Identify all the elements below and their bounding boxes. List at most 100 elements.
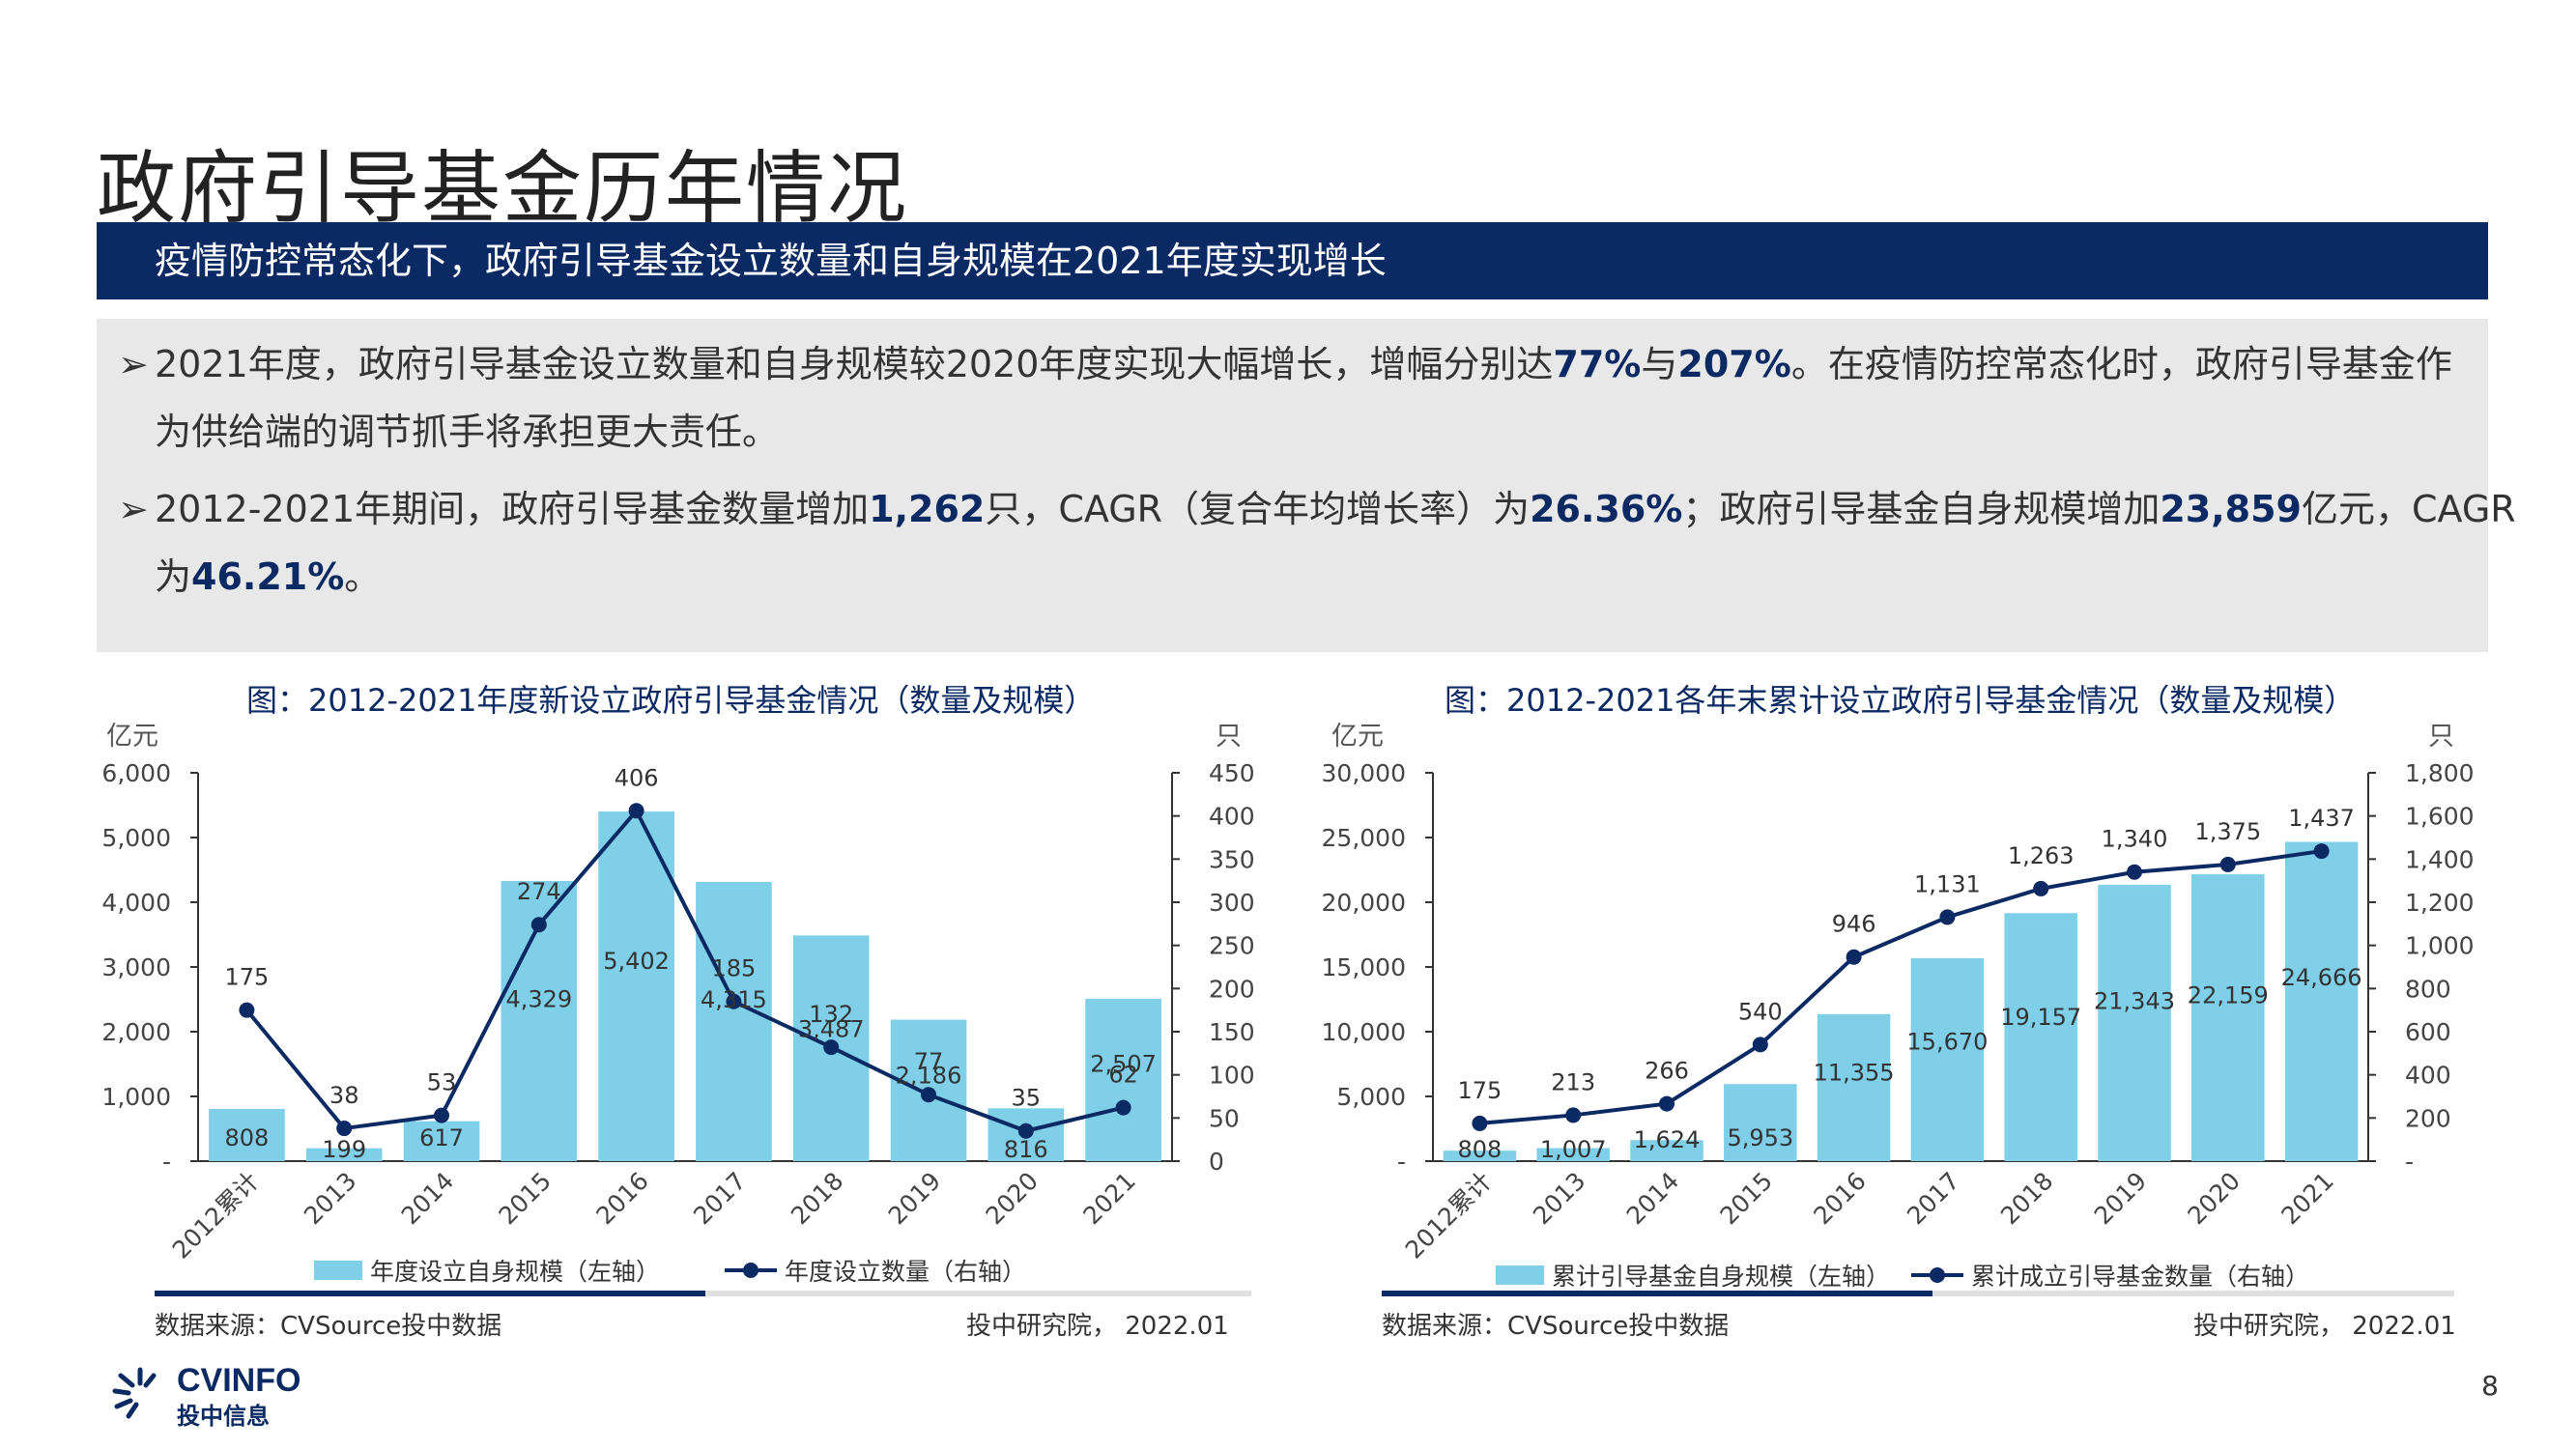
line-point: [1659, 1095, 1674, 1112]
line-data-label: 406: [615, 764, 659, 791]
bullet-1-text-1: 2021年度，政府引导基金设立数量和自身规模较2020年度实现大幅增长，增幅分别…: [155, 343, 2452, 385]
bullet-text-run: 2021年度，政府引导基金设立数量和自身规模较2020年度实现大幅增长，增幅分别…: [155, 343, 1554, 385]
legend-bar-label: 年度设立自身规模（左轴）: [370, 1258, 660, 1286]
right-tick-label: 800: [2405, 975, 2451, 1003]
category-label: 2013: [1528, 1167, 1590, 1230]
line-data-label: 175: [224, 964, 269, 991]
left-tick-label: 5,000: [101, 824, 171, 852]
bar-data-label: 816: [1004, 1136, 1048, 1163]
left-tick-label: 3,000: [101, 953, 171, 981]
line-point: [2033, 880, 2049, 896]
bar: [2284, 841, 2359, 1161]
page-number: 8: [2481, 1370, 2499, 1402]
line-data-label: 38: [329, 1082, 359, 1109]
highlight-figure: 1,262: [869, 488, 986, 530]
highlight-figure: 46.21%: [191, 555, 345, 598]
bar-data-label: 15,670: [1906, 1029, 1988, 1056]
right-tick-label: 300: [1209, 889, 1255, 917]
chart-2-right-unit: 只: [2428, 722, 2454, 752]
left-tick-label: 5,000: [1336, 1083, 1406, 1111]
line-point: [628, 803, 644, 819]
line-point: [336, 1121, 353, 1137]
bullet-text-run: 为供给端的调节抓手将承担更大责任。: [155, 411, 780, 453]
bar-data-label: 19,157: [2000, 1004, 2081, 1031]
category-label: 2018: [1995, 1167, 2058, 1230]
category-label: 2020: [2183, 1167, 2246, 1230]
bar-data-label: 1,007: [1540, 1136, 1607, 1163]
left-tick-label: -: [1397, 1148, 1406, 1176]
category-label: 2017: [1902, 1167, 1964, 1230]
category-label: 2016: [1808, 1167, 1871, 1230]
bar-data-label: 21,343: [2094, 988, 2175, 1015]
bar: [2004, 913, 2077, 1161]
chart-1-credit: 投中研究院， 2022.01: [966, 1312, 1229, 1341]
series-line: [1479, 849, 2322, 1125]
line-data-label: 540: [1738, 998, 1783, 1025]
legend-bar-swatch: [314, 1261, 362, 1280]
category-label: 2015: [494, 1167, 557, 1230]
category-label: 2012累计: [1400, 1167, 1498, 1264]
category-label: 2021: [2275, 1167, 2338, 1230]
category-label: 2014: [1621, 1167, 1684, 1230]
logo-cn: 投中信息: [177, 1404, 270, 1430]
bullet-2-line-2: 为46.21%。: [118, 543, 381, 611]
series-line: [244, 807, 1125, 1133]
bar: [696, 881, 772, 1161]
line-point: [1472, 1115, 1488, 1131]
headline-banner: 疫情防控常态化下，政府引导基金设立数量和自身规模在2021年度实现增长: [97, 222, 2488, 299]
legend-bar-swatch: [1496, 1265, 1544, 1285]
category-label: 2018: [786, 1167, 848, 1230]
line-point: [2127, 864, 2142, 880]
line-point: [2219, 856, 2236, 872]
line-data-label: 77: [914, 1048, 944, 1075]
left-tick-label: 1,000: [101, 1083, 171, 1111]
bar-data-label: 4,315: [701, 986, 767, 1013]
line-data-label: 53: [427, 1069, 457, 1096]
line-point: [921, 1087, 936, 1103]
bar-data-label: 617: [419, 1124, 464, 1151]
bar: [2098, 885, 2171, 1161]
chart-2-title: 图：2012-2021各年末累计设立政府引导基金情况（数量及规模）: [1445, 682, 2356, 719]
bullet-2-text-2: 为46.21%。: [155, 555, 381, 598]
category-label: 2012累计: [167, 1167, 265, 1264]
bar: [403, 1121, 480, 1161]
category-label: 2014: [396, 1167, 459, 1230]
line-data-label: 1,375: [2194, 818, 2261, 845]
line-point: [1115, 1099, 1131, 1116]
line-data-label: 35: [1012, 1085, 1042, 1112]
bar: [1085, 999, 1161, 1161]
category-label: 2019: [883, 1167, 946, 1230]
legend-line-marker: [743, 1263, 758, 1278]
bar: [1724, 1084, 1797, 1161]
legend-line-label: 累计成立引导基金数量（右轴）: [1971, 1263, 2309, 1291]
right-tick-label: 600: [2405, 1018, 2451, 1046]
line-point: [1565, 1107, 1582, 1123]
bar: [598, 811, 674, 1161]
right-tick-label: 1,800: [2405, 759, 2475, 787]
line-data-label: 946: [1832, 911, 1876, 938]
chart-1-right-unit: 只: [1216, 722, 1242, 752]
chart-2-left-unit: 亿元: [1331, 722, 1384, 752]
right-tick-label: 400: [2405, 1062, 2451, 1090]
chart-2-svg: - 5,000 10,000 15,000 20,000 25,000 30,000 - 200…: [1322, 759, 2475, 1291]
right-tick-label: 1,400: [2405, 845, 2475, 873]
line-data-label: 62: [1108, 1062, 1138, 1089]
category-label: 2021: [1077, 1167, 1140, 1230]
bullet-text-run: ；政府引导基金自身规模增加: [1682, 488, 2161, 530]
legend-bar-label: 累计引导基金自身规模（左轴）: [1552, 1263, 1890, 1291]
highlight-figure: 207%: [1677, 343, 1791, 385]
line-point: [1017, 1122, 1034, 1139]
bar-data-label: 2,186: [896, 1062, 962, 1089]
bar: [1910, 958, 1985, 1161]
right-tick-label: 450: [1209, 759, 1255, 787]
line-point: [1846, 949, 1862, 965]
arrow-bullet-icon: ➢: [118, 343, 149, 385]
line-point: [1752, 1037, 1768, 1053]
bar-data-label: 4,329: [505, 985, 572, 1012]
bar-data-label: 2,507: [1090, 1051, 1157, 1078]
right-tick-label: 1,200: [2405, 889, 2475, 917]
highlight-figure: 26.36%: [1530, 488, 1683, 530]
bar: [1630, 1140, 1703, 1161]
line-point: [1939, 909, 1956, 925]
category-label: 2017: [688, 1167, 751, 1230]
